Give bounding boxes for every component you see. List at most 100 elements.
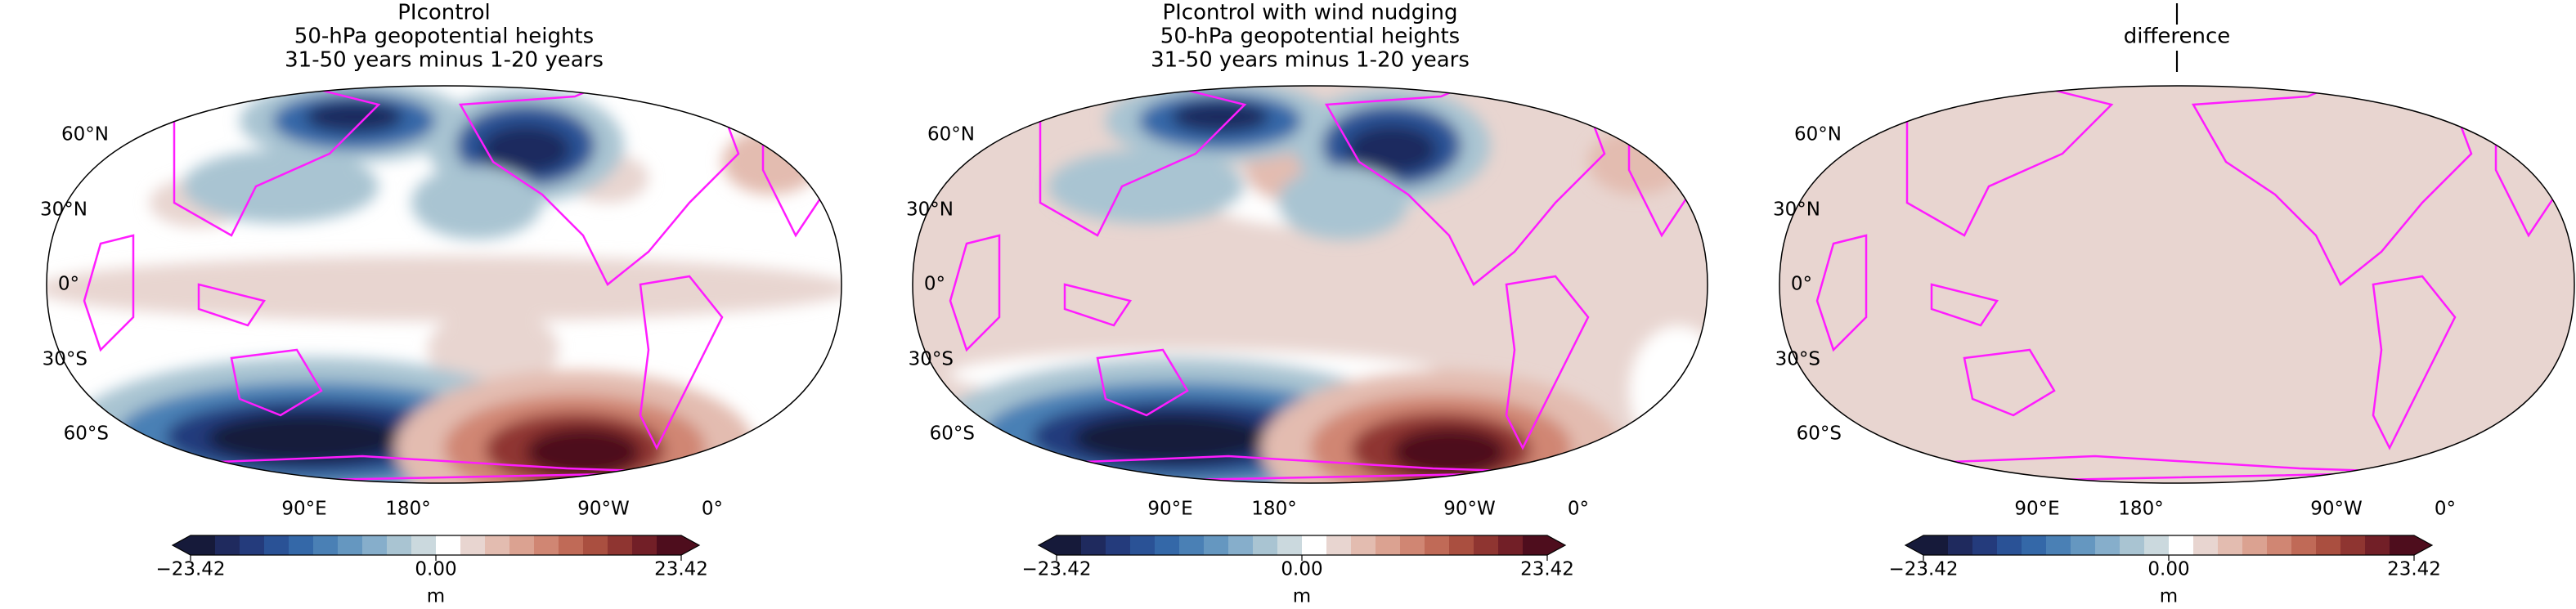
colorbar-extend [2414, 535, 2432, 555]
colorbar-label: m [427, 586, 445, 607]
field-patch [481, 125, 571, 174]
colorbar-swatch [289, 535, 314, 555]
colorbar-swatch [2144, 535, 2170, 555]
colorbar-tick-label: 23.42 [2387, 559, 2441, 580]
colorbar-swatch [1204, 535, 1229, 555]
lat-label: 30°N [40, 199, 88, 221]
colorbar-swatch [460, 535, 486, 555]
colorbar-swatch [1253, 535, 1278, 555]
lon-label: 90°W [1443, 499, 1496, 520]
colorbar-extend [1547, 535, 1565, 555]
lon-label: 0° [2435, 499, 2456, 520]
colorbar-swatch [191, 535, 216, 555]
colorbar-swatch [1376, 535, 1401, 555]
colorbar-swatch [509, 535, 535, 555]
coastline [1905, 86, 2114, 237]
colorbar-swatch [2365, 535, 2390, 555]
lon-label: 90°E [281, 499, 326, 520]
colorbar-swatch [608, 535, 633, 555]
panel-title: 31-50 years minus 1-20 years [285, 48, 604, 73]
colorbar-tick-label: −23.42 [1888, 559, 1958, 580]
lat-label: 0° [58, 274, 79, 295]
field-patch [428, 309, 559, 391]
lon-label: 90°E [1147, 499, 1192, 520]
colorbar-swatch [1972, 535, 1998, 555]
coastline [2191, 86, 2473, 286]
field-patch [526, 428, 640, 477]
lon-label: 180° [385, 499, 430, 520]
coastline [639, 275, 724, 450]
colorbar-swatch [1948, 535, 1973, 555]
colorbar-tick-label: 23.42 [1520, 559, 1574, 580]
coastline [1930, 283, 1999, 327]
colorbar-extend [1039, 535, 1057, 555]
field-patch [1347, 125, 1437, 174]
lat-label: 60°S [1797, 423, 1842, 445]
lat-label: 60°S [930, 423, 975, 445]
panel-title: 50-hPa geopotential heights [1160, 25, 1460, 49]
colorbar-swatch [2242, 535, 2268, 555]
panel-title: PIcontrol [397, 1, 490, 25]
colorbar-swatch [2340, 535, 2366, 555]
colorbar-swatch [1081, 535, 1106, 555]
lat-label: 0° [1791, 274, 1812, 295]
colorbar-swatch [1498, 535, 1524, 555]
colorbar-swatch [1523, 535, 1548, 555]
colorbar-swatch [1997, 535, 2022, 555]
lat-label: 30°N [1773, 199, 1820, 221]
colorbar-swatch [338, 535, 363, 555]
lon-label: 90°E [2014, 499, 2059, 520]
colorbar-swatch [436, 535, 461, 555]
colorbar-swatch [2390, 535, 2415, 555]
colorbar-swatch [1106, 535, 1131, 555]
colorbar-swatch [583, 535, 608, 555]
colorbar-swatch [362, 535, 388, 555]
colorbar-tick-label: 0.00 [2147, 559, 2189, 580]
lat-label: 60°N [1794, 124, 1842, 146]
colorbar-swatch [2022, 535, 2047, 555]
lat-label: 0° [924, 274, 945, 295]
coastline [83, 234, 135, 352]
colorbar-tick-label: 0.00 [1281, 559, 1322, 580]
field-patch [1048, 150, 1245, 223]
colorbar-swatch [411, 535, 437, 555]
colorbar-swatch [387, 535, 412, 555]
lat-label: 60°S [64, 423, 109, 445]
coastline [1039, 86, 1247, 237]
colorbar-swatch [1179, 535, 1205, 555]
colorbar-extend [681, 535, 699, 555]
colorbar-swatch [1155, 535, 1180, 555]
coastline [1815, 234, 1868, 352]
colorbar-swatch [2291, 535, 2317, 555]
lat-label: 60°N [61, 124, 109, 146]
colorbar-swatch [2193, 535, 2219, 555]
field-patch [305, 101, 403, 133]
coastline [230, 348, 323, 417]
colorbar-tick-label: 0.00 [415, 559, 456, 580]
map-outline [1779, 85, 2575, 484]
lat-label: 60°N [927, 124, 975, 146]
colorbar-swatch [1277, 535, 1303, 555]
colorbar-swatch [534, 535, 559, 555]
colorbar-swatch [1302, 535, 1327, 555]
colorbar-swatch [559, 535, 584, 555]
lat-label: 30°S [43, 349, 88, 370]
coastline [197, 283, 267, 327]
coastline [1063, 283, 1133, 327]
colorbar-swatch [1923, 535, 1949, 555]
field-patch [1629, 325, 1708, 456]
field-patch [182, 150, 379, 223]
coastline [173, 86, 381, 237]
coastline [458, 86, 740, 286]
map-outline [912, 85, 1708, 484]
colorbar-swatch [2218, 535, 2243, 555]
lon-label: 180° [1251, 499, 1296, 520]
colorbar-swatch [2316, 535, 2341, 555]
colorbar-swatch [2046, 535, 2071, 555]
colorbar-swatch [485, 535, 510, 555]
panel-title: 31-50 years minus 1-20 years [1151, 48, 1470, 73]
colorbar-swatch [2169, 535, 2194, 555]
